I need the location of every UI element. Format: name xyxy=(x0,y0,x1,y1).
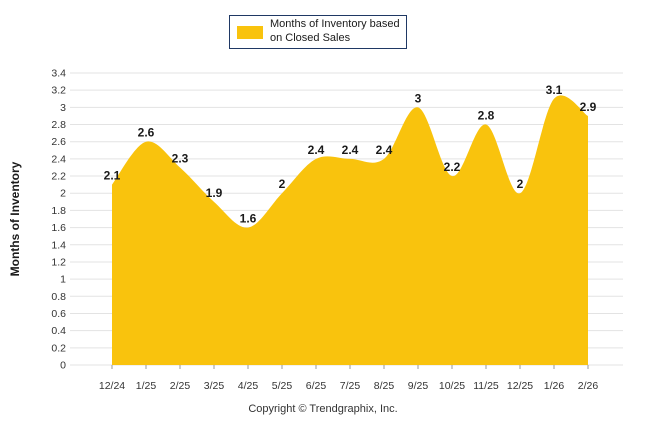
svg-text:5/25: 5/25 xyxy=(272,380,293,392)
svg-text:2.6: 2.6 xyxy=(51,136,66,148)
svg-text:0.6: 0.6 xyxy=(51,308,66,320)
svg-text:2.3: 2.3 xyxy=(172,151,189,165)
svg-text:2.4: 2.4 xyxy=(308,143,325,157)
svg-text:9/25: 9/25 xyxy=(408,380,429,392)
svg-text:1: 1 xyxy=(60,274,66,286)
svg-text:3: 3 xyxy=(60,102,66,114)
svg-text:11/25: 11/25 xyxy=(473,380,499,392)
svg-text:3.4: 3.4 xyxy=(51,68,66,80)
svg-text:1.6: 1.6 xyxy=(240,212,257,226)
svg-text:1.8: 1.8 xyxy=(51,205,66,217)
svg-text:2/25: 2/25 xyxy=(170,380,191,392)
svg-text:1/25: 1/25 xyxy=(136,380,157,392)
svg-text:3/25: 3/25 xyxy=(204,380,225,392)
svg-text:0: 0 xyxy=(60,360,66,372)
svg-text:1.4: 1.4 xyxy=(51,239,66,251)
svg-text:1/26: 1/26 xyxy=(544,380,565,392)
svg-text:0.4: 0.4 xyxy=(51,325,66,337)
svg-text:2.9: 2.9 xyxy=(580,100,597,114)
svg-text:2.1: 2.1 xyxy=(104,169,121,183)
svg-text:7/25: 7/25 xyxy=(340,380,361,392)
svg-text:3.1: 3.1 xyxy=(546,83,563,97)
svg-text:2: 2 xyxy=(60,188,66,200)
svg-text:3: 3 xyxy=(415,91,422,105)
svg-text:6/25: 6/25 xyxy=(306,380,327,392)
svg-text:2.2: 2.2 xyxy=(51,171,66,183)
svg-text:4/25: 4/25 xyxy=(238,380,259,392)
svg-text:1.2: 1.2 xyxy=(51,256,66,268)
svg-text:2.4: 2.4 xyxy=(51,153,66,165)
svg-text:2: 2 xyxy=(517,177,524,191)
svg-text:10/25: 10/25 xyxy=(439,380,465,392)
svg-text:2.4: 2.4 xyxy=(376,143,393,157)
svg-text:2.2: 2.2 xyxy=(444,160,461,174)
svg-text:12/24: 12/24 xyxy=(99,380,125,392)
svg-text:2.6: 2.6 xyxy=(138,126,155,140)
svg-text:2/26: 2/26 xyxy=(578,380,599,392)
svg-text:2.4: 2.4 xyxy=(342,143,359,157)
svg-text:2.8: 2.8 xyxy=(51,119,66,131)
svg-text:12/25: 12/25 xyxy=(507,380,533,392)
svg-text:3.2: 3.2 xyxy=(51,85,66,97)
svg-text:2.8: 2.8 xyxy=(478,109,495,123)
svg-text:0.8: 0.8 xyxy=(51,291,66,303)
svg-text:1.6: 1.6 xyxy=(51,222,66,234)
svg-text:8/25: 8/25 xyxy=(374,380,395,392)
svg-text:2: 2 xyxy=(279,177,286,191)
svg-text:1.9: 1.9 xyxy=(206,186,223,200)
svg-text:0.2: 0.2 xyxy=(51,342,66,354)
